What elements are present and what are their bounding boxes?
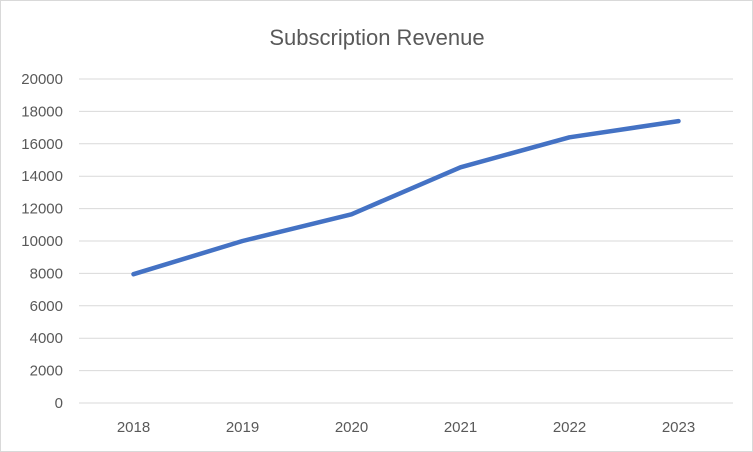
y-tick-label: 8000 xyxy=(30,265,63,282)
y-tick-label: 18000 xyxy=(21,103,63,120)
x-tick-label: 2018 xyxy=(117,419,150,436)
y-tick-label: 4000 xyxy=(30,330,63,347)
y-tick-label: 12000 xyxy=(21,201,63,218)
x-tick-label: 2020 xyxy=(335,419,368,436)
x-tick-label: 2022 xyxy=(553,419,586,436)
y-tick-label: 16000 xyxy=(21,136,63,153)
y-tick-label: 14000 xyxy=(21,168,63,185)
x-tick-label: 2019 xyxy=(226,419,259,436)
series-line xyxy=(131,118,681,277)
y-tick-label: 20000 xyxy=(21,71,63,88)
y-tick-label: 0 xyxy=(55,395,63,412)
y-tick-label: 2000 xyxy=(30,363,63,380)
x-tick-label: 2023 xyxy=(662,419,695,436)
y-tick-label: 6000 xyxy=(30,298,63,315)
x-tick-label: 2021 xyxy=(444,419,477,436)
chart-title: Subscription Revenue xyxy=(269,25,484,50)
y-tick-label: 10000 xyxy=(21,233,63,250)
